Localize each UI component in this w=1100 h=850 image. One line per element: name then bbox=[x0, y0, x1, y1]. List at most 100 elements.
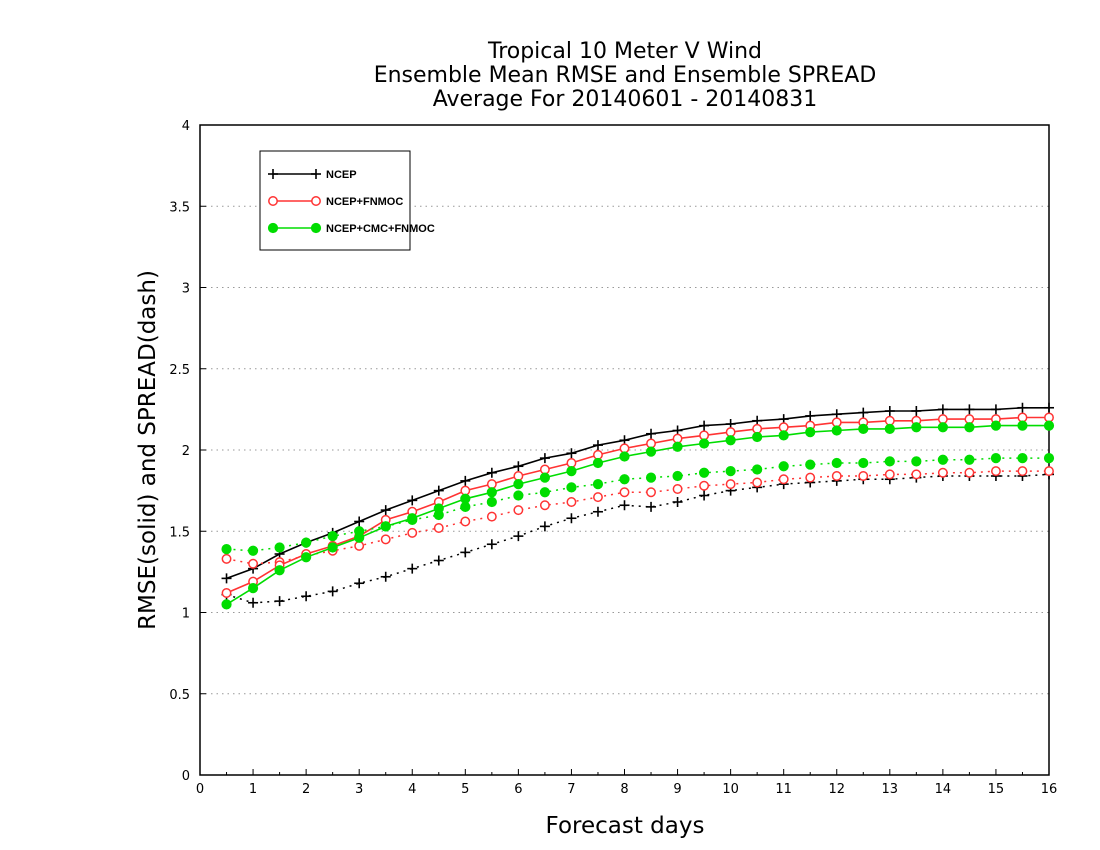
rmse-point-ncep-cmc-fnmoc-29 bbox=[990, 420, 1002, 431]
spread-point-ncep-cmc-fnmoc-12 bbox=[539, 487, 551, 498]
chart-title-line-1: Tropical 10 Meter V Wind bbox=[487, 39, 762, 64]
rmse-point-ncep-31 bbox=[1044, 402, 1054, 413]
legend-marker-start-ncep-fnmoc bbox=[268, 196, 278, 206]
rmse-point-ncep-7 bbox=[407, 495, 418, 506]
rmse-point-ncep-29 bbox=[990, 404, 1001, 415]
spread-point-ncep-fnmoc-30 bbox=[1017, 466, 1028, 477]
rmse-point-ncep-cmc-fnmoc-15 bbox=[619, 451, 630, 462]
spread-point-ncep-cmc-fnmoc-23 bbox=[831, 457, 842, 469]
rmse-point-ncep-cmc-fnmoc-4 bbox=[327, 542, 338, 553]
rmse-point-ncep-6 bbox=[380, 505, 391, 516]
rmse-point-ncep-fnmoc-9 bbox=[460, 485, 471, 496]
spread-point-ncep-fnmoc-22 bbox=[805, 472, 816, 483]
spread-point-ncep-fnmoc-19 bbox=[725, 479, 736, 490]
spread-point-ncep-cmc-fnmoc-20 bbox=[752, 464, 763, 475]
spread-line-ncep-fnmoc bbox=[226, 470, 1049, 565]
spread-point-ncep-fnmoc-12 bbox=[539, 500, 550, 511]
spread-point-ncep-18 bbox=[699, 490, 710, 501]
rmse-point-ncep-fnmoc-15 bbox=[619, 443, 630, 454]
legend: NCEP NCEP+FNMOC NCEP+CMC+FNMOC bbox=[259, 150, 435, 251]
rmse-point-ncep-cmc-fnmoc-8 bbox=[433, 503, 444, 514]
x-tick-label-12: 12 bbox=[828, 782, 845, 797]
spread-point-ncep-9 bbox=[460, 547, 471, 558]
rmse-point-ncep-cmc-fnmoc-11 bbox=[513, 479, 524, 490]
spread-point-ncep-fnmoc-20 bbox=[752, 477, 763, 488]
series-ncep-spread bbox=[221, 469, 1054, 608]
spread-point-ncep-10 bbox=[486, 539, 497, 550]
spread-line-ncep-cmc-fnmoc bbox=[226, 457, 1049, 552]
spread-point-ncep-14 bbox=[592, 506, 603, 517]
spread-point-ncep-15 bbox=[619, 500, 630, 511]
spread-point-ncep-17 bbox=[672, 497, 683, 507]
legend-marker-start-ncep bbox=[268, 169, 278, 179]
rmse-point-ncep-27 bbox=[937, 404, 948, 415]
y-tick-label-7: 3.5 bbox=[169, 200, 190, 215]
chart-title-line-3: Average For 20140601 - 20140831 bbox=[433, 87, 818, 112]
rmse-point-ncep-fnmoc-28 bbox=[964, 414, 975, 425]
spread-point-ncep-fnmoc-15 bbox=[619, 487, 630, 498]
rmse-point-ncep-cmc-fnmoc-23 bbox=[831, 425, 842, 436]
spread-point-ncep-fnmoc-29 bbox=[990, 466, 1001, 477]
rmse-point-ncep-cmc-fnmoc-30 bbox=[1017, 420, 1028, 431]
rmse-point-ncep-cmc-fnmoc-3 bbox=[301, 552, 312, 563]
y-tick-label-3: 1.5 bbox=[169, 525, 190, 540]
rmse-point-ncep-cmc-fnmoc-28 bbox=[964, 422, 975, 433]
x-tick-label-13: 13 bbox=[882, 782, 899, 797]
rmse-line-ncep bbox=[226, 406, 1049, 580]
rmse-point-ncep-24 bbox=[858, 407, 869, 418]
rmse-point-ncep-5 bbox=[354, 516, 365, 527]
spread-point-ncep-cmc-fnmoc-21 bbox=[778, 461, 789, 472]
x-tick-label-0: 0 bbox=[196, 782, 204, 797]
spread-point-ncep-fnmoc-18 bbox=[699, 480, 710, 491]
spread-point-ncep-fnmoc-28 bbox=[964, 467, 975, 478]
x-tick-label-10: 10 bbox=[722, 782, 739, 797]
rmse-point-ncep-cmc-fnmoc-0 bbox=[221, 599, 232, 610]
rmse-point-ncep-cmc-fnmoc-2 bbox=[274, 565, 285, 576]
spread-point-ncep-cmc-fnmoc-3 bbox=[301, 537, 312, 548]
rmse-point-ncep-13 bbox=[566, 448, 577, 459]
spread-point-ncep-fnmoc-8 bbox=[433, 523, 444, 533]
y-tick-label-2: 1 bbox=[182, 607, 190, 622]
spread-point-ncep-cmc-fnmoc-11 bbox=[513, 490, 524, 501]
rmse-line-ncep-fnmoc bbox=[226, 416, 1049, 594]
spread-point-ncep-5 bbox=[354, 578, 365, 589]
y-tick-label-6: 3 bbox=[182, 282, 190, 297]
rmse-point-ncep-cmc-fnmoc-6 bbox=[380, 521, 391, 532]
rmse-point-ncep-cmc-fnmoc-13 bbox=[566, 466, 577, 477]
x-tick-label-7: 7 bbox=[567, 782, 575, 797]
rmse-point-ncep-16 bbox=[646, 428, 657, 439]
rmse-point-ncep-fnmoc-30 bbox=[1017, 412, 1028, 423]
x-tick-label-16: 16 bbox=[1041, 782, 1058, 797]
spread-point-ncep-fnmoc-5 bbox=[354, 540, 365, 551]
spread-point-ncep-cmc-fnmoc-4 bbox=[327, 531, 338, 542]
spread-point-ncep-12 bbox=[539, 521, 550, 532]
spread-point-ncep-3 bbox=[301, 591, 312, 602]
spread-point-ncep-cmc-fnmoc-16 bbox=[645, 472, 657, 483]
spread-point-ncep-4 bbox=[327, 586, 338, 597]
x-tick-label-2: 2 bbox=[302, 782, 310, 797]
rmse-point-ncep-fnmoc-21 bbox=[778, 422, 789, 433]
rmse-point-ncep-28 bbox=[964, 404, 975, 415]
rmse-point-ncep-fnmoc-17 bbox=[672, 433, 683, 444]
spread-point-ncep-cmc-fnmoc-1 bbox=[247, 545, 259, 556]
rmse-point-ncep-25 bbox=[884, 406, 895, 416]
spread-point-ncep-cmc-fnmoc-14 bbox=[592, 479, 604, 490]
rmse-point-ncep-26 bbox=[911, 406, 922, 416]
spread-point-ncep-fnmoc-10 bbox=[486, 511, 497, 522]
spread-point-ncep-fnmoc-25 bbox=[884, 469, 895, 480]
rmse-point-ncep-10 bbox=[486, 467, 497, 478]
y-tick-label-8: 4 bbox=[182, 119, 190, 134]
spread-point-ncep-fnmoc-26 bbox=[911, 469, 922, 480]
spread-point-ncep-fnmoc-16 bbox=[646, 487, 656, 498]
y-tick-label-1: 0.5 bbox=[169, 688, 190, 703]
x-tick-label-5: 5 bbox=[461, 782, 469, 797]
spread-point-ncep-cmc-fnmoc-13 bbox=[566, 482, 577, 493]
spread-line-ncep bbox=[226, 473, 1050, 604]
spread-point-ncep-cmc-fnmoc-2 bbox=[274, 542, 285, 553]
spread-point-ncep-fnmoc-24 bbox=[858, 471, 869, 481]
rmse-point-ncep-cmc-fnmoc-7 bbox=[407, 513, 418, 524]
spread-point-ncep-fnmoc-9 bbox=[460, 516, 471, 527]
rmse-point-ncep-cmc-fnmoc-25 bbox=[884, 423, 895, 434]
